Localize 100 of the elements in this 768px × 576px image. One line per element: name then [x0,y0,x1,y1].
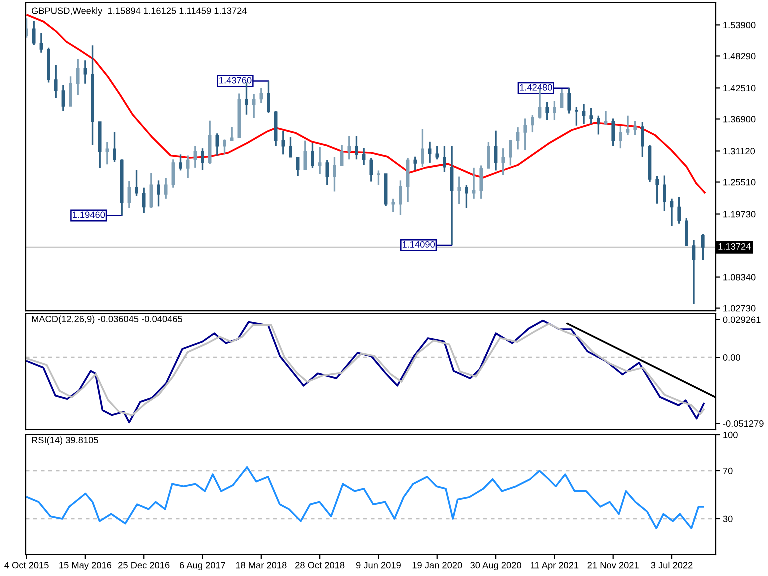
candlestick [678,196,681,225]
x-tick-label: 25 Dec 2016 [118,562,170,569]
candlestick [40,32,44,54]
candlestick [465,184,468,210]
candlestick [612,118,616,148]
candlestick [348,136,352,160]
candlestick [179,154,182,172]
candlestick [69,76,72,108]
candlestick [575,106,578,127]
candlestick [531,114,534,134]
y-tick-label: 1.42510 [724,85,756,92]
candlestick [142,187,146,214]
candlestick [296,156,300,178]
candlestick [32,20,36,46]
candlestick [113,132,116,164]
candlestick [568,88,572,115]
y-tick-label: 1.08340 [724,274,756,281]
candlestick [267,80,270,114]
candlestick [216,132,220,157]
candlestick [702,233,705,261]
y-tick-label: 0.029261 [723,316,761,324]
x-tick-label: 28 Oct 2018 [296,562,345,569]
y-tick-label: 0.00 [723,354,740,361]
candlestick [480,164,484,200]
chart-title: RSI(14) 39.8105 [32,436,98,446]
x-tick-label: 4 Oct 2015 [4,562,49,569]
candlestick [399,180,402,216]
x-tick-label: 11 Apr 2021 [531,562,579,570]
candlestick [663,174,666,212]
candlestick [54,64,58,100]
y-tick-label: 1.02730 [724,305,756,312]
candlestick [414,156,418,171]
candlestick [516,126,520,151]
x-tick-label: 6 Aug 2017 [180,562,226,570]
candlestick [656,175,660,205]
y-tick-label: 1.53900 [724,22,756,29]
annotation: 1.43760 [220,77,252,84]
candlestick [84,60,88,85]
y-tick-label: 1.48290 [724,53,756,60]
x-tick-label: 30 Aug 2020 [470,562,522,570]
candlestick [333,156,336,193]
candlestick [560,88,564,108]
candlestick [392,198,396,214]
candlestick [450,146,454,246]
candlestick [230,126,234,142]
candlestick [494,130,498,172]
candlestick [172,158,176,189]
candlestick [194,146,198,169]
candlestick [619,126,622,150]
y-tick-label: 70 [723,468,733,474]
annotation: 1.14090 [402,241,436,248]
ref-line-label: 1.13724 [718,243,751,250]
candlestick [150,172,154,210]
candlestick [318,146,322,175]
candlestick [128,180,132,210]
y-tick-label: 1.36900 [724,116,756,123]
candlestick [157,180,160,208]
x-tick-label: 19 Jan 2020 [412,562,462,569]
candlestick [641,121,644,158]
candlestick [582,103,586,126]
candlestick [692,240,696,305]
candlestick [26,18,28,39]
candlestick [502,148,506,176]
candlestick [311,142,314,170]
candlestick [509,140,512,167]
candlestick [487,142,490,170]
candlestick [340,144,344,168]
candlestick [355,136,358,160]
candlestick [135,169,138,197]
y-tick-label: 100 [724,432,738,438]
x-tick-label: 21 Nov 2021 [588,562,639,569]
candlestick [201,148,204,171]
candlestick [186,154,190,180]
candlestick [443,146,446,174]
candlestick [597,115,600,136]
candlestick [428,141,432,164]
candlestick [436,146,440,160]
candlestick [626,115,630,136]
candlestick [553,100,556,122]
candlestick [76,58,80,96]
y-tick-label: 30 [723,516,733,522]
candlestick [524,118,528,152]
candlestick [421,128,424,168]
candlestick [370,157,374,183]
candlestick [62,84,66,112]
x-tick-label: 15 May 2016 [60,562,112,570]
chart-title: GBPUSD,Weekly 1.15894 1.16125 1.11459 1.13724 [32,8,247,16]
x-tick-label: 18 Mar 2018 [236,562,287,569]
annotation: 1.42480 [520,84,552,91]
line-series [26,14,706,194]
y-tick-label: 1.25510 [724,179,756,186]
candlestick [289,136,292,158]
x-tick-label: 9 Jun 2019 [356,562,401,569]
x-tick-label: 3 Jul 2022 [651,562,693,569]
candlestick [304,140,308,170]
y-tick-label: 1.19730 [724,211,756,218]
candlestick [458,176,462,206]
candlestick [223,138,226,156]
chart-title: MACD(12,26,9) -0.036045 -0.040465 [32,316,182,324]
candlestick [377,170,380,186]
